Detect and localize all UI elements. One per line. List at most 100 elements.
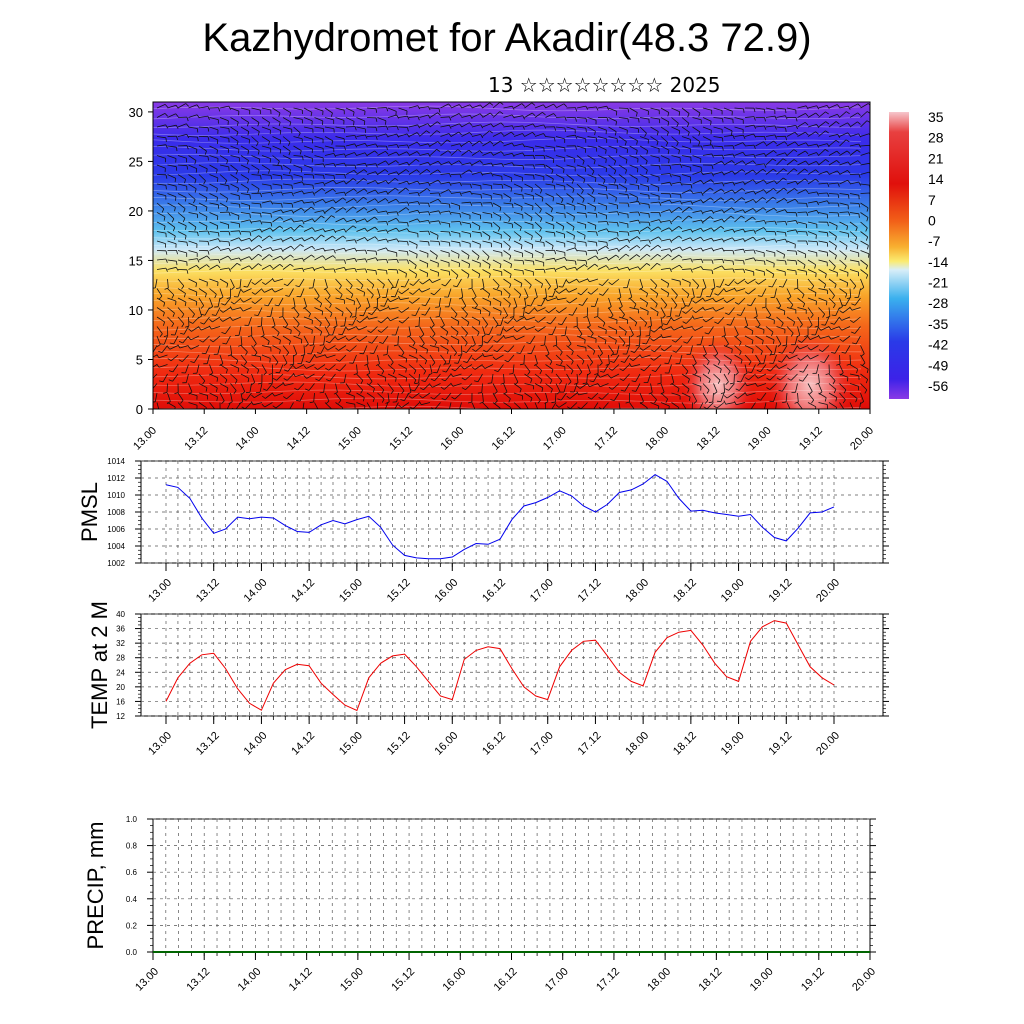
wind-barb-flag [732, 229, 736, 233]
wind-barb-flag [437, 160, 442, 165]
wind-barb-flag [354, 143, 358, 148]
wind-barb [323, 383, 326, 393]
wind-barb [849, 240, 859, 246]
contour-line [153, 154, 862, 160]
wind-barb [196, 364, 200, 374]
wind-barb [807, 221, 817, 225]
wind-barb-flag [205, 387, 208, 392]
wind-barb [860, 152, 870, 156]
wind-barb [356, 107, 366, 112]
wind-barb-flag [698, 141, 701, 146]
wind-barb-flag [333, 199, 337, 204]
wind-barb [366, 107, 377, 110]
wind-barb-flag [666, 131, 669, 136]
wind-barb-flag [257, 131, 260, 136]
wind-barb [608, 345, 614, 354]
wind-barb-flag [322, 266, 326, 271]
wind-barb [555, 383, 561, 392]
wind-barb-flag [483, 349, 487, 353]
wind-barb [414, 383, 420, 392]
wind-barb [513, 115, 523, 118]
wind-barb [492, 132, 502, 137]
wind-barb [398, 187, 406, 194]
wind-barb [324, 174, 334, 176]
wind-barb-flag [773, 188, 777, 192]
wind-barb [650, 288, 659, 295]
wind-barb-flag [490, 123, 494, 128]
wind-barb [474, 354, 483, 361]
wind-barb [534, 250, 544, 255]
wind-barb [512, 364, 515, 374]
wind-barb [398, 133, 408, 137]
wind-barb-flag [786, 367, 791, 371]
wind-barb [156, 193, 166, 196]
wind-barb [702, 197, 711, 204]
wind-barb-flag [194, 226, 197, 231]
wind-barb [807, 316, 813, 326]
wind-barb [293, 107, 303, 111]
wind-barb [513, 269, 523, 271]
wind-barb [167, 259, 177, 262]
wind-barb [576, 145, 586, 150]
wind-barb-flag [723, 395, 728, 399]
wind-barb-flag [711, 247, 715, 252]
wind-barb-flag [411, 314, 416, 316]
wind-barb [671, 402, 680, 408]
wind-barb [555, 240, 565, 244]
wind-barb [650, 244, 659, 251]
wind-barb-flag [838, 306, 843, 310]
wind-barb-flag [478, 273, 481, 278]
wind-barb [608, 326, 617, 331]
wind-barb [219, 373, 228, 381]
wind-barb [240, 193, 250, 196]
wind-barb [534, 104, 544, 109]
wind-barb-flag [330, 312, 333, 317]
wind-barb-flag [577, 406, 582, 409]
wind-barb [408, 259, 417, 266]
wind-barb-flag [417, 124, 421, 129]
wind-barb-flag [746, 304, 752, 307]
wind-barb [618, 145, 628, 150]
wind-barb [765, 316, 775, 321]
wind-barb-flag [763, 227, 767, 231]
wind-barb [422, 392, 431, 399]
wind-barb-flag [268, 373, 273, 375]
wind-barb-flag [629, 358, 634, 362]
wind-barb-flag [183, 208, 186, 213]
wind-barb [482, 402, 490, 409]
wind-barb-flag [164, 287, 169, 290]
wind-barb-flag [331, 206, 336, 210]
wind-barb [723, 170, 733, 175]
wind-barb-flag [550, 388, 553, 393]
wind-barb-flag [326, 324, 331, 328]
wind-barb [786, 316, 795, 323]
wind-barb [587, 316, 591, 326]
wind-barb-flag [825, 111, 829, 115]
wind-barb [429, 240, 440, 242]
wind-barb-flag [426, 263, 429, 268]
wind-barb-flag [651, 369, 656, 372]
wind-barb [450, 316, 459, 322]
wind-barb [219, 136, 229, 139]
wind-barb [545, 136, 555, 138]
wind-barb [839, 193, 849, 196]
wind-barb [185, 364, 189, 374]
wind-barb [482, 183, 492, 186]
wind-barb-flag [332, 235, 336, 239]
wind-barb [482, 212, 492, 215]
wind-barb [635, 373, 641, 382]
wind-barb [810, 335, 819, 340]
wind-barb [492, 288, 502, 292]
wind-barb [219, 392, 225, 402]
wind-barb [402, 316, 410, 324]
wind-barb [545, 392, 549, 402]
wind-barb-flag [741, 197, 746, 201]
wind-barb [188, 136, 198, 138]
wind-barb [513, 240, 523, 246]
wind-barb-flag [669, 173, 672, 178]
wind-barb [377, 392, 385, 400]
wind-barb-flag [743, 260, 745, 265]
wind-barb [639, 392, 644, 402]
wind-barb [792, 345, 798, 354]
wind-barb-flag [165, 258, 168, 263]
